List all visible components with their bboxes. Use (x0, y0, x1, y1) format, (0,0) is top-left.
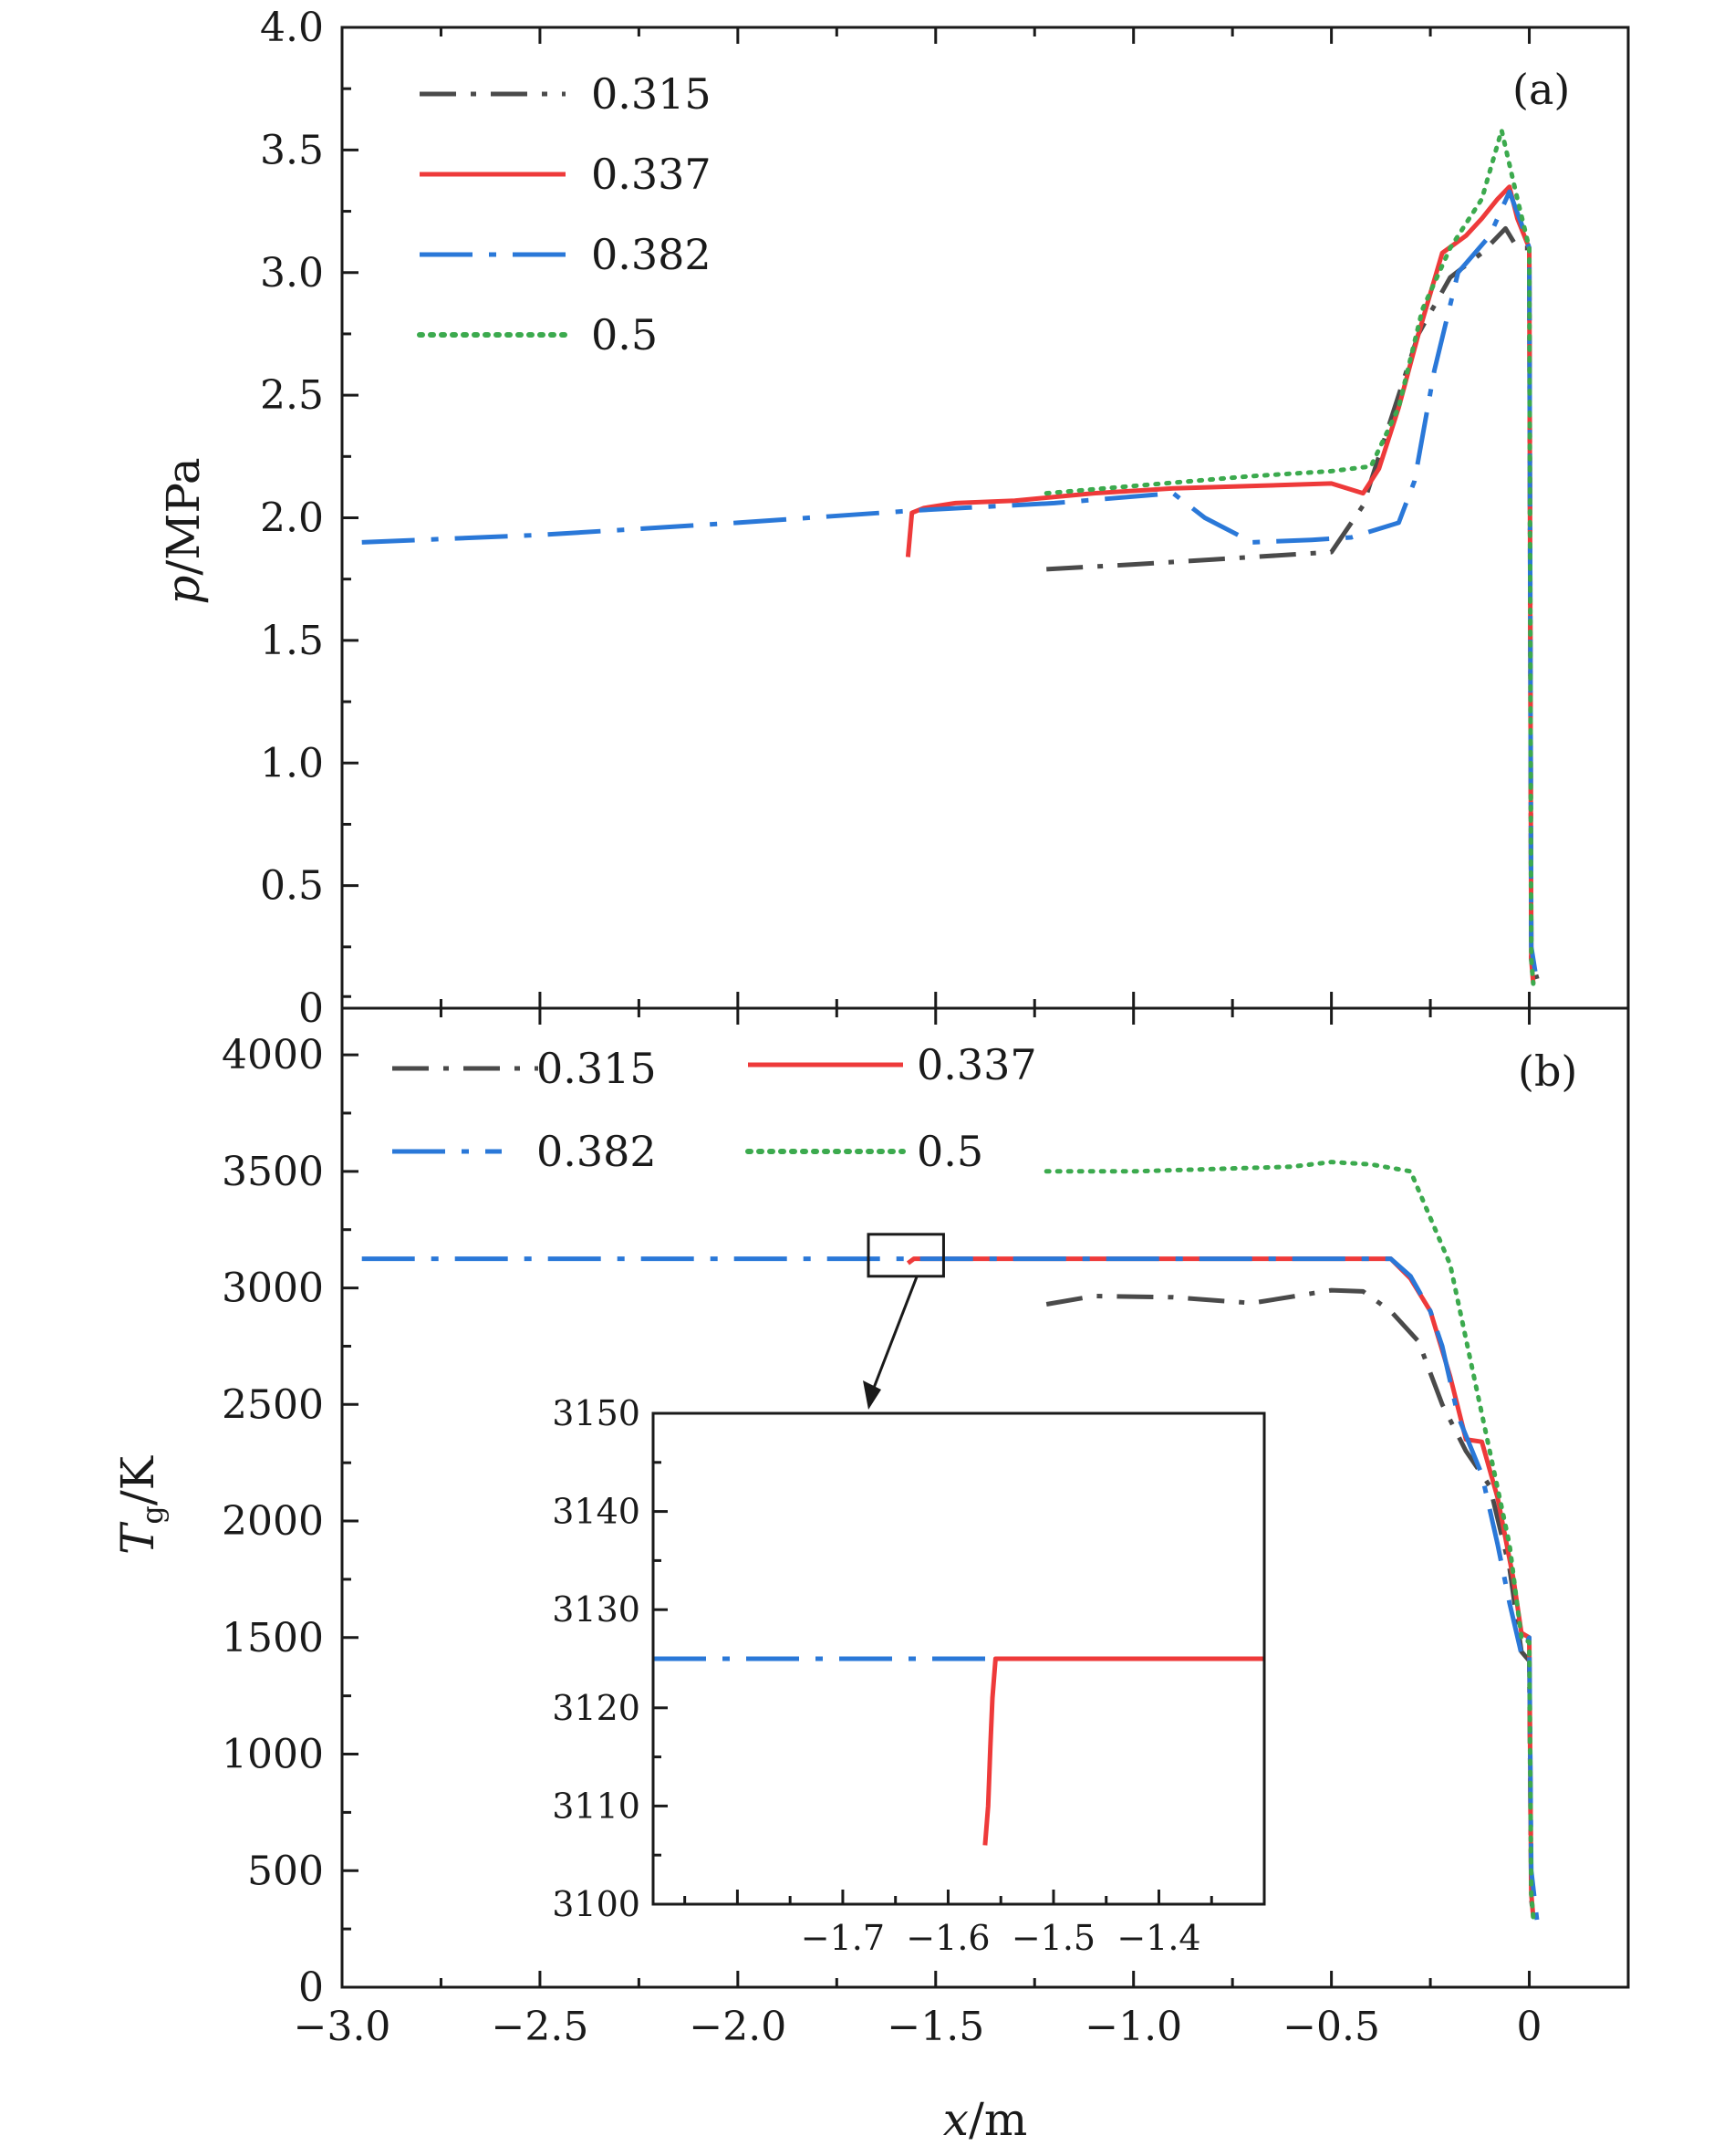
panel-a-series-0_337 (905, 184, 1536, 984)
x-tick-label: −3.0 (294, 2004, 391, 2050)
panel-a-y-tick-labels: 0 0.5 1.0 1.5 2.0 2.5 3.0 3.5 4.0 (260, 5, 324, 1032)
inset-y-tick-label: 3130 (552, 1589, 640, 1630)
panel-b-y-axis-title: Tg/K (111, 1454, 170, 1555)
panel-b-series-0_382 (361, 1256, 1540, 1922)
panel-b-y-tick-labels: 0 500 1000 1500 2000 2500 3000 3500 4000 (222, 1032, 324, 2011)
panel-a-y-tick-label: 3.5 (260, 127, 324, 173)
panel-a-y-axis-title: p/MPa (157, 457, 210, 604)
panel-a-y-tick-label: 1.0 (260, 740, 324, 786)
panel-a-y-tick-label: 1.5 (260, 618, 324, 664)
panel-b-y-tick-label: 2500 (222, 1381, 324, 1428)
x-tick-label: −1.5 (887, 2004, 984, 2050)
panel-a-y-tick-label: 0 (298, 985, 324, 1032)
panel-b-y-tick-label: 1500 (222, 1615, 324, 1661)
panel-b-y-tick-label: 2000 (222, 1498, 324, 1545)
inset-x-tick-label: −1.7 (801, 1918, 885, 1958)
panel-a-legend-label-0_337: 0.337 (591, 150, 711, 199)
inset-frame (651, 1411, 1266, 1906)
x-axis-title: x/m (943, 2093, 1027, 2146)
panel-a-legend: 0.315 0.337 0.382 0.5 (417, 69, 711, 359)
panel-a-y-tick-label: 2.0 (260, 495, 324, 542)
inset-y-tick-label: 3100 (552, 1884, 640, 1924)
panel-b-y-tick-label: 3500 (222, 1149, 324, 1195)
panel-a-series (361, 128, 1540, 986)
panel-b-legend-label-0_5: 0.5 (917, 1127, 983, 1176)
panel-a-label: (a) (1512, 65, 1570, 114)
inset-x-tick-labels: −1.7 −1.6 −1.5 −1.4 (801, 1918, 1201, 1958)
panel-b-label: (b) (1518, 1047, 1577, 1096)
panel-a-y-tick-label: 2.5 (260, 372, 324, 419)
panel-a-legend-label-0_315: 0.315 (591, 69, 711, 119)
x-tick-label: −0.5 (1283, 2004, 1380, 2050)
inset-series-0_337 (982, 1656, 1264, 1846)
panel-b: 0 500 1000 1500 2000 2500 3000 3500 4000 −3.0 −2.… (111, 27, 1630, 2146)
panel-b-y-tick-label: 3000 (222, 1265, 324, 1312)
panel-b-series-0_5 (1044, 1160, 1536, 1920)
zoom-arrow-head (863, 1380, 881, 1410)
panel-b-y-tick-label: 0 (298, 1964, 324, 2011)
panel-b-legend-label-0_337: 0.337 (917, 1040, 1037, 1089)
panel-a-legend-label-0_382: 0.382 (591, 230, 711, 279)
inset-y-tick-labels: 3100 3110 3120 3130 3140 3150 (552, 1393, 640, 1924)
x-tick-label: −1.0 (1085, 2004, 1182, 2050)
panel-b-frame (340, 1006, 1630, 1989)
x-tick-label: −2.0 (689, 2004, 786, 2050)
panel-b-ticks (340, 27, 1532, 1989)
panel-b-y-tick-label: 4000 (222, 1032, 324, 1078)
panel-b-series (361, 1160, 1540, 1922)
panel-b-legend: 0.315 0.337 0.382 0.5 (392, 1040, 1037, 1176)
inset-y-tick-label: 3120 (552, 1688, 640, 1728)
panel-a-series-0_5 (1044, 128, 1536, 986)
zoom-indicator (863, 1233, 945, 1410)
inset-x-tick-label: −1.4 (1116, 1918, 1200, 1958)
zoom-box (867, 1233, 945, 1278)
panel-a-y-tick-label: 4.0 (260, 5, 324, 51)
zoom-arrow-shaft (872, 1276, 919, 1389)
panel-a: 0 0.5 1.0 1.5 2.0 2.5 3.0 3.5 4.0 (a) 0.315 0.337… (157, 5, 1630, 1032)
panel-b-series-0_315 (1045, 1287, 1536, 1918)
inset-x-tick-label: −1.5 (1012, 1918, 1096, 1958)
x-tick-label: 0 (1517, 2004, 1542, 2050)
panel-a-legend-label-0_5: 0.5 (591, 310, 658, 359)
inset-y-tick-label: 3140 (552, 1492, 640, 1532)
panel-a-series-0_382 (361, 189, 1540, 984)
panel-b-y-tick-label: 500 (247, 1848, 324, 1894)
panel-b-y-tick-label: 1000 (222, 1732, 324, 1778)
panel-a-series-0_315 (1046, 225, 1540, 980)
panel-a-y-tick-label: 0.5 (260, 863, 324, 910)
inset-y-tick-label: 3110 (552, 1786, 640, 1826)
panel-b-legend-label-0_315: 0.315 (536, 1044, 657, 1093)
inset-x-tick-label: −1.6 (906, 1918, 990, 1958)
inset-y-tick-label: 3150 (552, 1393, 640, 1433)
x-tick-label: −2.5 (492, 2004, 589, 2050)
panel-a-y-tick-label: 3.0 (260, 250, 324, 297)
panel-b-legend-label-0_382: 0.382 (536, 1127, 657, 1176)
panel-b-x-tick-labels: −3.0 −2.5 −2.0 −1.5 −1.0 −0.5 0 (294, 2004, 1542, 2050)
inset-series (653, 1656, 1264, 1846)
